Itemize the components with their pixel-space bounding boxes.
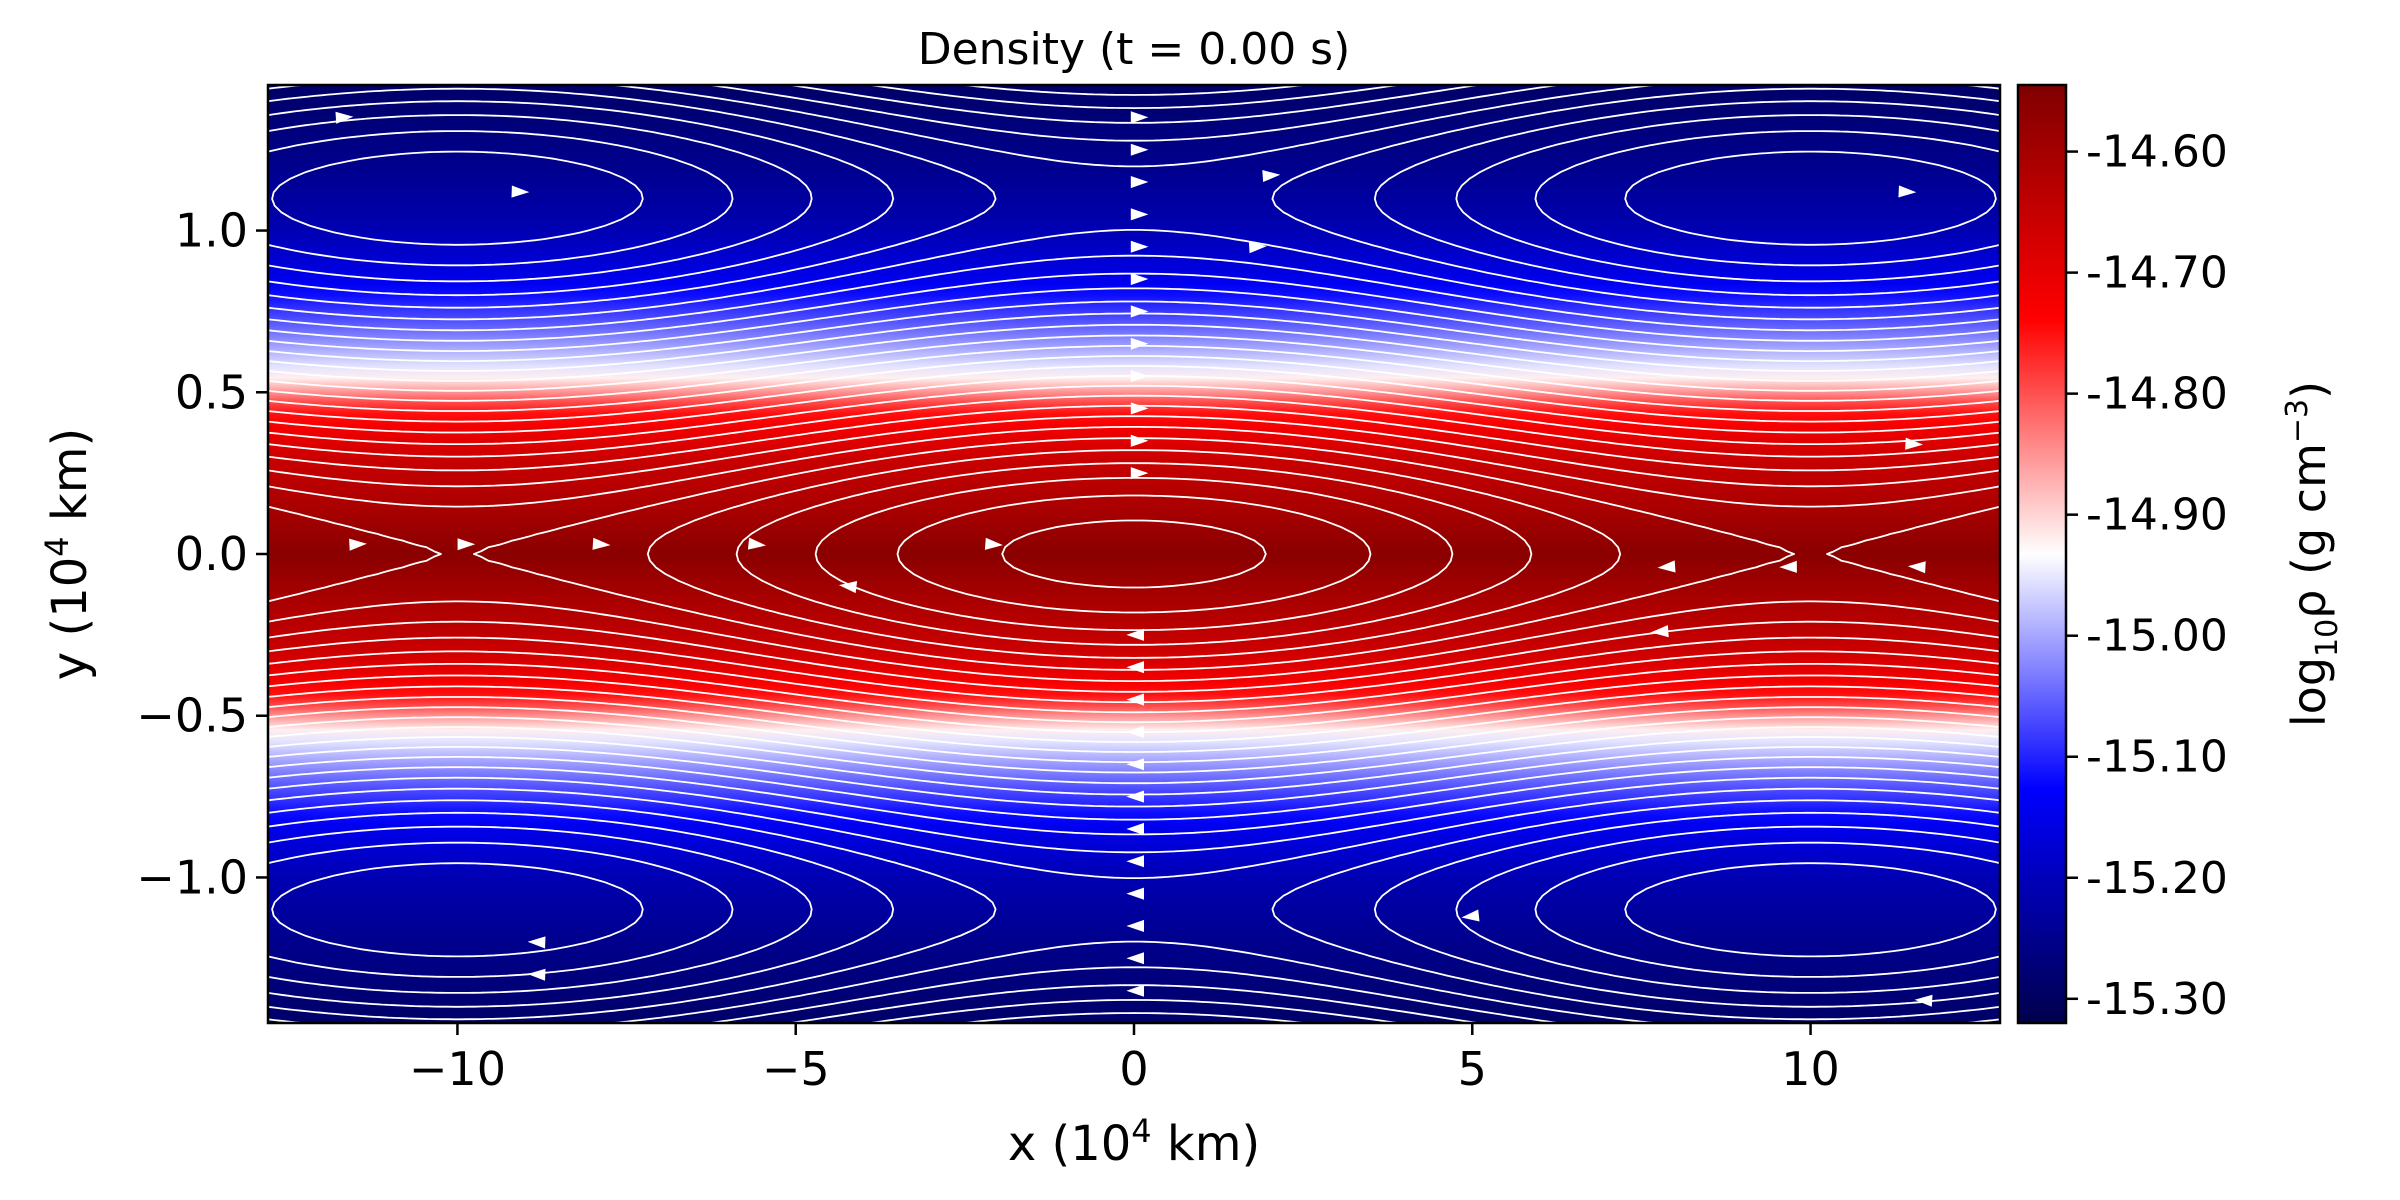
x-axis-ticks: −10 −5 0 5 10 <box>409 1023 1840 1096</box>
streamline <box>268 355 2000 753</box>
streamline-arrow <box>1130 208 1149 221</box>
streamline-arrow <box>1130 143 1149 156</box>
streamline-arrow <box>1650 625 1669 638</box>
x-axis-label: x (104 km) <box>1008 1112 1260 1172</box>
streamline <box>268 87 2000 1021</box>
streamline <box>268 415 2000 693</box>
x-tick-label: −5 <box>762 1042 830 1096</box>
streamline <box>268 85 2000 1023</box>
streamline-arrow <box>1130 467 1149 480</box>
streamline-arrow <box>1130 370 1149 383</box>
y-tick-label: 0.0 <box>175 527 248 581</box>
y-tick-label: 1.0 <box>175 204 248 258</box>
y-tick-label: −0.5 <box>136 689 248 743</box>
streamline-arrow <box>984 537 1003 550</box>
streamline-arrow <box>1461 909 1480 922</box>
streamline-arrow <box>1126 628 1144 641</box>
streamline-arrow <box>1126 725 1144 738</box>
y-axis-label: y (104 km) <box>38 428 98 680</box>
streamline-arrow <box>1905 437 1923 450</box>
streamline-arrow <box>1130 111 1149 124</box>
streamline <box>271 150 1997 958</box>
streamline <box>268 312 2000 796</box>
streamline-arrow <box>747 537 767 550</box>
streamlines <box>268 85 2000 1023</box>
streamline <box>268 384 2000 724</box>
streamline-arrow <box>1126 984 1144 997</box>
streamline <box>268 426 2000 682</box>
colorbar-tick-label: -15.10 <box>2086 732 2228 783</box>
streamline <box>1001 519 1267 589</box>
streamline-arrow <box>1130 240 1149 253</box>
y-axis-ticks: 1.0 0.5 0.0 −0.5 −1.0 <box>136 204 268 904</box>
streamline-arrow <box>1130 402 1149 415</box>
chart-title: Density (t = 0.00 s) <box>918 24 1351 75</box>
density-field <box>268 85 2000 1023</box>
streamline <box>268 345 2000 763</box>
streamline-arrow <box>1130 337 1149 350</box>
streamline-arrow <box>1126 661 1144 674</box>
streamline-arrow <box>1898 185 1917 198</box>
colorbar-tick-label: -15.00 <box>2086 611 2228 662</box>
streamline-arrow <box>1130 176 1149 189</box>
streamline-arrow <box>1130 305 1149 318</box>
streamline-arrow <box>1126 952 1144 965</box>
streamline-arrow <box>335 111 354 124</box>
streamline-arrow <box>457 538 476 551</box>
x-tick-label: 5 <box>1458 1042 1487 1096</box>
streamline <box>268 437 2000 671</box>
streamline-arrow <box>1262 170 1281 182</box>
streamline-arrow <box>511 185 530 198</box>
streamline <box>896 494 1372 614</box>
streamline-arrow <box>838 581 858 594</box>
streamline-arrow <box>1126 758 1144 771</box>
y-tick-label: −1.0 <box>136 850 248 904</box>
streamline-arrow <box>1907 561 1926 574</box>
colorbar-tick-label: -14.80 <box>2086 369 2228 420</box>
streamline <box>814 477 1454 631</box>
x-tick-label: 0 <box>1119 1042 1148 1096</box>
streamline-arrow <box>592 537 611 550</box>
colorbar-tick-label: -14.60 <box>2086 127 2228 178</box>
streamline-arrow <box>1126 855 1144 868</box>
streamline <box>268 394 2000 714</box>
streamline <box>268 130 2000 978</box>
streamline <box>268 114 2000 994</box>
colorbar-ticks: -14.60 -14.70 -14.80 -14.90 -15.00 -15.10 -15.… <box>2066 127 2228 1025</box>
x-tick-label: 10 <box>1781 1042 1840 1096</box>
streamline-arrow <box>1126 919 1144 932</box>
streamline-arrow <box>349 538 367 551</box>
streamline-arrow <box>1130 434 1149 447</box>
streamline-arrow <box>527 936 546 949</box>
streamline <box>735 462 1533 646</box>
streamline-arrow <box>1126 887 1144 900</box>
colorbar-label: log10ρ (g cm−3) <box>2280 381 2345 727</box>
x-tick-label: −10 <box>409 1042 506 1096</box>
streamline-arrow <box>1126 790 1144 803</box>
streamline-arrow <box>1130 273 1149 286</box>
streamline <box>646 449 1622 659</box>
colorbar-tick-label: -15.30 <box>2086 974 2228 1025</box>
streamline <box>268 334 2000 774</box>
streamline-arrow <box>1248 241 1267 254</box>
streamline <box>268 375 2000 733</box>
streamline <box>268 404 2000 704</box>
streamline-arrow <box>1126 822 1144 835</box>
streamline-arrow <box>527 968 546 981</box>
streamline-arrow <box>1126 693 1144 706</box>
streamline <box>268 365 2000 743</box>
colorbar <box>2016 83 2068 1025</box>
y-tick-label: 0.5 <box>175 365 248 419</box>
streamline-arrow <box>1779 560 1797 573</box>
streamline <box>268 323 2000 785</box>
colorbar-tick-label: -15.20 <box>2086 853 2228 904</box>
colorbar-tick-label: -14.70 <box>2086 248 2228 299</box>
streamline-arrow <box>1657 560 1676 573</box>
streamline-arrow <box>1914 994 1933 1007</box>
colorbar-tick-label: -14.90 <box>2086 490 2228 541</box>
